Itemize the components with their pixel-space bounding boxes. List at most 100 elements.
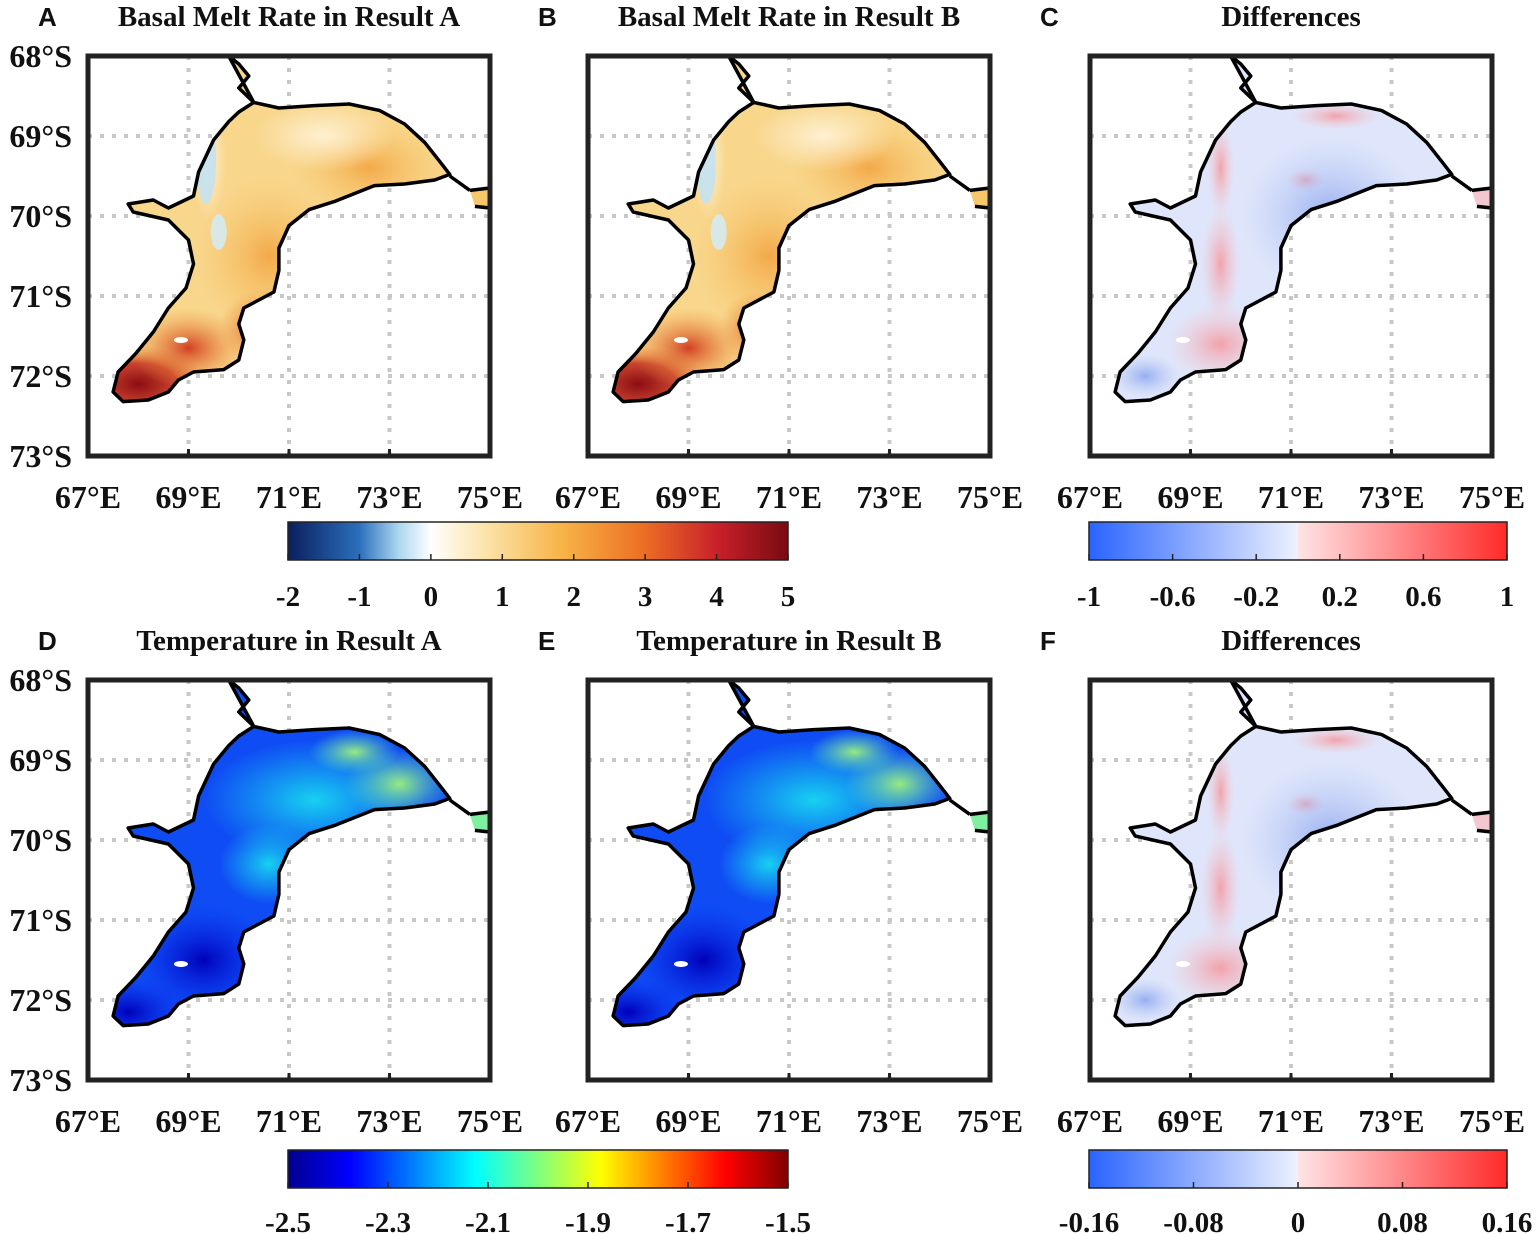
- x-tick-label: 73°E: [856, 479, 922, 515]
- field-blob: [1291, 102, 1382, 130]
- coastline-east-link: [448, 174, 471, 192]
- panel-e: E Temperature in Result B 67°E 69°E 71°E 73°E…: [538, 625, 1023, 1139]
- x-tick-label: 75°E: [457, 1103, 523, 1139]
- coastline-east-link: [948, 174, 971, 192]
- x-tick-label: 75°E: [957, 479, 1023, 515]
- colorbar-tick-label: -2.1: [465, 1207, 511, 1234]
- colorbar-ramp: [287, 521, 789, 561]
- colorbar-tick-label: 0: [424, 581, 439, 613]
- east-shelf-fill: [1471, 188, 1492, 208]
- field-hole: [173, 337, 188, 343]
- colorbar-tick-label: -1: [347, 581, 371, 613]
- x-tick-label: 75°E: [957, 1103, 1023, 1139]
- colorbars: -2 -1 0 1 2 3 4 5 -1 -0.6 -0.2 0.2 0.6 1-2.5 -2.3 -2.1-…: [265, 521, 1532, 1234]
- shelf-field: [113, 56, 450, 402]
- colorbar-tick-label: 0.6: [1405, 581, 1441, 613]
- x-tick-label: 67°E: [55, 479, 121, 515]
- panels: A Basal Melt Rate in Result A 67°E 69°E 71°E…: [9, 1, 1525, 1139]
- colorbar-tick-label: 4: [709, 581, 724, 613]
- x-tick-label: 75°E: [1459, 1103, 1525, 1139]
- panel-letter: D: [38, 626, 57, 656]
- y-tick-label: 71°S: [9, 278, 72, 314]
- colorbar-melt-diff: -1 -0.6 -0.2 0.2 0.6 1: [1077, 521, 1515, 613]
- x-tick-label: 69°E: [1157, 479, 1223, 515]
- colorbar-ramp: [287, 1149, 789, 1189]
- field-blob: [254, 101, 395, 171]
- east-shelf-fill: [1471, 812, 1492, 832]
- colorbar-tick-label: -0.2: [1233, 581, 1279, 613]
- panel-letter: B: [538, 2, 557, 32]
- field-edge-blob: [210, 214, 227, 250]
- x-tick-label: 69°E: [655, 479, 721, 515]
- field-blob: [633, 905, 774, 1015]
- x-tick-label: 71°E: [256, 479, 322, 515]
- y-tick-label: 70°S: [9, 198, 72, 234]
- x-tick-label: 71°E: [256, 1103, 322, 1139]
- x-tick-label: 73°E: [1358, 1103, 1424, 1139]
- coastline: [611, 54, 952, 404]
- colorbar-tick-label: -1.9: [565, 1207, 611, 1234]
- panel-title: Temperature in Result B: [636, 625, 941, 657]
- colorbar-ramp: [1088, 521, 1508, 561]
- x-tick-labels: 67°E 69°E 71°E 73°E 75°E: [1057, 1073, 1525, 1139]
- y-tick-label: 68°S: [9, 38, 72, 74]
- colorbar-tick-label: 0: [1291, 1207, 1306, 1234]
- colorbar-temp: -2.5 -2.3 -2.1 -1.9 -1.7 -1.5: [265, 1149, 811, 1234]
- field-blob: [754, 101, 895, 171]
- x-tick-label: 67°E: [1057, 1103, 1123, 1139]
- y-tick-label: 73°S: [9, 438, 72, 474]
- x-tick-label: 67°E: [55, 1103, 121, 1139]
- field-blob: [128, 308, 249, 388]
- field-hole: [673, 961, 688, 967]
- y-tick-label: 71°S: [9, 902, 72, 938]
- x-tick-labels: 67°E 69°E 71°E 73°E 75°E: [1057, 449, 1525, 515]
- x-tick-labels: 67°E 69°E 71°E 73°E 75°E: [555, 1073, 1023, 1139]
- x-tick-label: 71°E: [756, 479, 822, 515]
- x-tick-label: 73°E: [856, 1103, 922, 1139]
- colorbar-tick-label: -1.7: [665, 1207, 711, 1234]
- x-tick-label: 69°E: [155, 1103, 221, 1139]
- panel-f: F Differences 67°E 69°E 71°E 73°E 75°E: [1040, 625, 1525, 1139]
- field-blob: [628, 308, 749, 388]
- x-tick-label: 67°E: [1057, 479, 1123, 515]
- y-tick-label: 73°S: [9, 1062, 72, 1098]
- panel-a: A Basal Melt Rate in Result A 67°E 69°E 71°E…: [9, 1, 523, 515]
- field-hole: [1175, 337, 1190, 343]
- coastline: [1113, 678, 1454, 1028]
- panel-title: Differences: [1221, 1, 1361, 33]
- field-blob: [309, 730, 400, 774]
- y-tick-labels: 68°S 69°S 70°S 71°S 72°S 73°S: [9, 38, 72, 474]
- colorbar-tick-label: 0.08: [1377, 1207, 1428, 1234]
- x-tick-label: 71°E: [1258, 1103, 1324, 1139]
- coastline-east-link: [1450, 798, 1473, 816]
- x-tick-label: 75°E: [457, 479, 523, 515]
- field-blob: [133, 905, 274, 1015]
- x-tick-label: 73°E: [356, 479, 422, 515]
- panel-letter: E: [538, 626, 555, 656]
- colorbar-tick-label: -0.16: [1059, 1207, 1119, 1234]
- coastline: [611, 678, 952, 1028]
- x-tick-label: 73°E: [356, 1103, 422, 1139]
- colorbar-melt: -2 -1 0 1 2 3 4 5: [276, 521, 795, 613]
- colorbar-tick-label: -2.5: [265, 1207, 311, 1234]
- colorbar-tick-label: 2: [566, 581, 581, 613]
- east-shelf-fill: [469, 188, 490, 208]
- colorbar-tick-label: 1: [1500, 581, 1515, 613]
- panel-letter: A: [38, 2, 57, 32]
- east-shelf-fill: [969, 812, 990, 832]
- field-hole: [673, 337, 688, 343]
- panel-c: C Differences 67°E 69°E 71°E 73°E 75°E: [1040, 1, 1525, 515]
- colorbar-tick-label: 0.2: [1322, 581, 1358, 613]
- field-hole: [1175, 961, 1190, 967]
- x-tick-labels: 67°E 69°E 71°E 73°E 75°E: [555, 449, 1023, 515]
- x-tick-labels: 67°E 69°E 71°E 73°E 75°E: [55, 1073, 523, 1139]
- coastline-east-link: [448, 798, 471, 816]
- x-tick-label: 71°E: [1258, 479, 1324, 515]
- field-blob: [1200, 204, 1241, 324]
- field-blob: [809, 730, 900, 774]
- y-tick-label: 70°S: [9, 822, 72, 858]
- colorbar-tick-label: -2.3: [365, 1207, 411, 1234]
- panel-letter: C: [1040, 2, 1059, 32]
- coastline-east-link: [948, 798, 971, 816]
